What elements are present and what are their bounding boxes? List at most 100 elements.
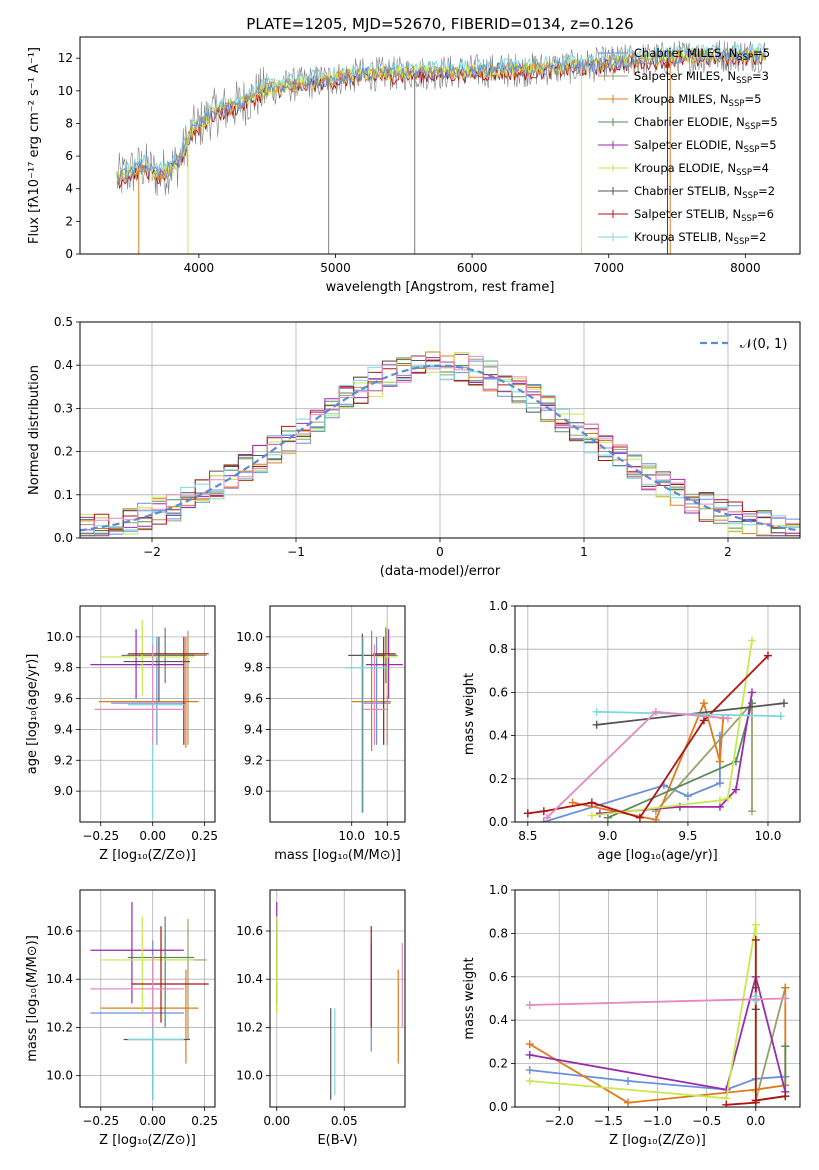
y-tick-label: 4 [65,182,73,196]
legend-label-tail: =3 [752,69,769,83]
weight-series-line [726,939,786,1106]
x-tick-label: 2 [724,545,732,559]
x-tick-label: −2.0 [545,1114,574,1128]
y-tick-label: 10.0 [46,1069,73,1083]
x-tick-label: 0.25 [191,1114,218,1128]
legend-label-base: Kroupa MILES, N [634,92,729,106]
x-axis-label: E(B-V) [317,1133,357,1148]
x-axis-label: wavelength [Angstrom, rest frame] [326,280,555,295]
weight-series-line [529,997,786,1006]
weight-point-marker [539,807,548,816]
y-tick-label: 0.4 [489,729,508,743]
x-axis-label: (data-model)/error [380,564,501,579]
y-tick-label: 0.2 [54,445,73,459]
weight-point-marker [525,1066,534,1075]
y-tick-label: 0.0 [489,1100,508,1114]
x-tick-label: −0.25 [82,829,119,843]
y-tick-label: 9.2 [244,753,263,767]
y-axis-label: mass weight [462,957,477,1039]
mass_vs_z-panel: −0.25 0.00 0.25 10.0 10.2 10.4 10.6 Z [log₁₀(Z/… [25,889,218,1148]
legend-label: Kroupa MILES, NSSP=5 [634,92,761,109]
y-tick-label: 0.0 [489,815,508,829]
age_vs_mass-panel: 10.0 10.5 9.0 9.2 9.4 9.6 9.8 10.0 mass [log₁₀(M… [236,605,406,863]
axes-frame [79,36,801,255]
legend-label-sub: SSP [734,237,750,247]
y-tick-label: 1.0 [489,599,508,613]
axes-frame [79,889,216,1108]
y-tick-label: 9.0 [54,784,73,798]
x-tick-label: 4000 [184,261,215,275]
weight-series-line [591,640,753,817]
axes-frame [269,889,406,1108]
weight_vs_z-panel: −2.0 −1.5 −1.0 −0.5 0.0 0.0 0.2 0.4 0.6 0.8 1.0 Z [… [462,883,801,1148]
x-tick-label: −1 [287,545,305,559]
x-tick-label: 0.0 [746,1114,765,1128]
x-tick-label: 6000 [457,261,488,275]
y-tick-label: 10.6 [236,924,263,938]
weight-point-marker [781,994,790,1003]
y-tick-label: 0.2 [489,772,508,786]
model-spectrum-line [116,47,767,184]
y-tick-label: 9.8 [54,661,73,675]
weight-point-marker [722,1100,731,1107]
weight-point-marker [781,983,790,992]
weight_vs_age-panel: 8.5 9.0 9.5 10.0 0.0 0.2 0.4 0.6 0.8 1.0 age [log₁… [462,599,801,863]
y-axis-label: age [log₁₀(age/yr)] [25,654,40,775]
y-tick-label: 10.2 [236,1020,263,1034]
x-tick-label: 0.05 [331,1114,358,1128]
residuals-panel: −2 −1 0 1 2 0.0 0.1 0.2 0.3 0.4 0.5 (data-model)/er… [27,315,801,579]
legend-label-tail: =2 [749,230,766,244]
legend-label: Salpeter ELODIE, NSSP=5 [634,138,777,155]
legend-label-tail: =5 [761,115,778,129]
y-tick-label: 0.3 [54,401,73,415]
histogram-step [80,351,800,537]
y-tick-label: 9.8 [244,661,263,675]
weight-point-marker [539,818,548,822]
gridlines [80,890,215,1107]
y-tick-label: 9.4 [244,722,263,736]
x-tick-label: −0.5 [692,1114,721,1128]
y-tick-label: 9.0 [244,784,263,798]
y-tick-label: 0.6 [489,970,508,984]
legend-label-tail: =2 [758,184,775,198]
weight-point-marker [651,707,660,716]
weight-point-marker [543,813,552,822]
y-tick-label: 0 [65,247,73,261]
x-tick-label: 0 [436,545,444,559]
weight-point-marker [751,1096,760,1105]
y-tick-label: 0.0 [54,531,73,545]
legend-label-sub: SSP [736,76,752,86]
age_vs_z-panel: −0.25 0.00 0.25 9.0 9.2 9.4 9.6 9.8 10.0 Z [log₁₀… [25,605,218,863]
weight-point-marker [747,688,756,697]
gaussian-curve [80,364,800,532]
y-tick-label: 0.6 [489,685,508,699]
x-tick-label: −2 [143,545,161,559]
x-axis-label: mass [log₁₀(M/M⊙)] [274,848,401,863]
errorbars [276,902,403,1100]
x-tick-label: 0.00 [139,829,166,843]
legend-label-base: Salpeter ELODIE, N [634,138,744,152]
weight-series-line [754,987,787,1101]
weight-point-marker [523,809,532,818]
x-tick-label: 9.5 [678,829,697,843]
legend-label-sub: SSP [741,214,757,224]
y-axis-label: mass [log₁₀(M/M⊙)] [25,935,40,1062]
legend-label-base: Kroupa ELODIE, N [634,161,736,175]
weight-point-marker [651,815,660,822]
errorbars [344,619,403,813]
y-axis-label: Normed distribution [27,365,42,495]
legend-label-tail: =4 [752,161,769,175]
x-tick-label: 1 [580,545,588,559]
y-tick-label: 10.0 [46,630,73,644]
x-tick-label: 0.00 [139,1114,166,1128]
axes-frame [269,605,406,823]
y-tick-label: 10.0 [236,1069,263,1083]
weight-point-marker [722,1085,731,1094]
weight-point-marker [715,796,724,805]
y-tick-label: 0.8 [489,642,508,656]
y-tick-label: 10 [58,84,73,98]
weight-point-marker [587,798,596,807]
gridlines [80,606,215,822]
legend-label-sub: SSP [742,191,758,201]
